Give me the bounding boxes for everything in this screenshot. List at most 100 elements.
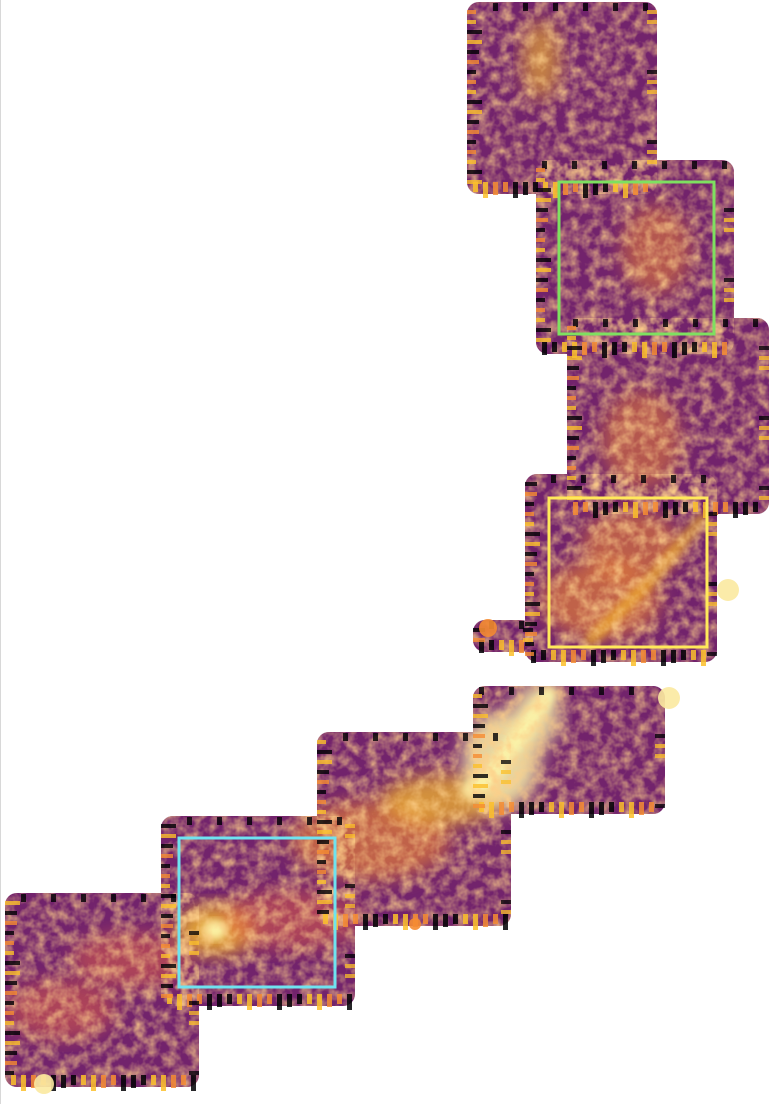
edge-streak xyxy=(759,346,769,350)
edge-streak xyxy=(629,687,634,695)
edge-streak xyxy=(161,954,170,958)
edge-streak xyxy=(237,994,242,1004)
edge-streak xyxy=(662,342,667,352)
edge-streak xyxy=(467,150,476,154)
edge-streak xyxy=(467,90,476,94)
edge-streak xyxy=(525,512,534,516)
edge-streak xyxy=(71,1075,76,1085)
edge-streak xyxy=(189,1011,199,1015)
edge-streak xyxy=(31,1075,36,1088)
edge-streak xyxy=(536,188,551,192)
edge-streak xyxy=(493,914,498,924)
edge-streak xyxy=(161,974,176,978)
bright-spot xyxy=(717,579,739,601)
edge-streak xyxy=(473,724,485,728)
edge-streak xyxy=(539,687,544,695)
edge-streak xyxy=(724,278,734,282)
edge-streak xyxy=(531,650,536,663)
edge-streak xyxy=(473,638,485,642)
edge-streak xyxy=(573,319,578,327)
edge-streak xyxy=(567,406,576,410)
edge-streak xyxy=(473,694,482,698)
edge-streak xyxy=(629,802,634,818)
edge-streak xyxy=(337,817,342,825)
tile-texture xyxy=(473,686,665,814)
edge-streak xyxy=(551,650,556,660)
edge-streak xyxy=(473,744,482,748)
edge-streak xyxy=(51,894,56,902)
edge-streak xyxy=(5,961,20,965)
edge-streak xyxy=(171,894,176,902)
edge-streak xyxy=(161,994,173,998)
edge-streak xyxy=(579,802,584,812)
edge-streak xyxy=(5,1061,17,1065)
edge-streak xyxy=(523,638,533,642)
edge-streak xyxy=(632,161,637,169)
edge-streak xyxy=(567,386,576,390)
edge-streak xyxy=(161,874,170,878)
edge-streak xyxy=(536,208,548,212)
edge-streak xyxy=(525,522,534,526)
edge-streak xyxy=(529,802,534,815)
edge-streak xyxy=(523,3,528,11)
edge-streak xyxy=(663,502,668,518)
edge-streak xyxy=(655,734,665,738)
edge-streak xyxy=(651,650,656,660)
edge-streak xyxy=(563,182,568,195)
edge-streak xyxy=(499,802,504,815)
edge-streak xyxy=(583,502,588,512)
edge-streak xyxy=(611,650,616,660)
edge-streak xyxy=(423,914,428,924)
edge-streak xyxy=(681,650,686,660)
edge-streak xyxy=(345,884,355,888)
edge-streak xyxy=(167,994,172,1004)
edge-streak xyxy=(567,486,582,490)
edge-streak xyxy=(467,50,479,54)
edge-streak xyxy=(647,150,657,154)
edge-streak xyxy=(643,3,648,11)
edge-streak xyxy=(643,502,648,515)
edge-streak xyxy=(473,714,488,718)
edge-streak xyxy=(536,168,545,172)
edge-streak xyxy=(5,1001,14,1005)
edge-streak xyxy=(593,182,598,195)
edge-streak xyxy=(467,10,476,14)
edge-streak xyxy=(655,804,665,808)
edge-streak xyxy=(161,834,176,838)
tile-texture xyxy=(525,474,717,662)
edge-streak xyxy=(523,628,533,632)
edge-streak xyxy=(489,802,494,818)
edge-streak xyxy=(161,1075,166,1091)
edge-streak xyxy=(501,770,511,774)
edge-streak xyxy=(307,994,312,1004)
tile-texture xyxy=(161,816,355,1006)
edge-streak xyxy=(5,1011,14,1015)
edge-streak xyxy=(509,802,514,812)
edge-streak xyxy=(649,802,654,812)
edge-streak xyxy=(621,650,626,660)
edge-streak xyxy=(759,366,769,370)
edge-streak xyxy=(467,130,479,134)
edge-streak xyxy=(536,268,551,272)
edge-streak xyxy=(277,994,282,1010)
edge-streak xyxy=(501,850,511,854)
edge-streak xyxy=(612,342,617,355)
edge-streak xyxy=(633,182,638,195)
edge-streak xyxy=(632,342,637,352)
edge-streak xyxy=(345,824,355,828)
edge-streak xyxy=(647,90,657,94)
edge-streak xyxy=(525,552,537,556)
edge-streak xyxy=(743,502,748,515)
edge-streak xyxy=(683,502,688,512)
edge-streak xyxy=(692,161,697,169)
edge-streak xyxy=(602,342,607,358)
edge-streak xyxy=(567,396,576,400)
edge-streak xyxy=(562,342,567,352)
edge-streak xyxy=(552,342,557,352)
edge-streak xyxy=(671,475,676,483)
edge-streak xyxy=(542,342,547,355)
edge-streak xyxy=(573,502,578,515)
edge-streak xyxy=(161,824,176,828)
edge-streak xyxy=(473,764,482,768)
